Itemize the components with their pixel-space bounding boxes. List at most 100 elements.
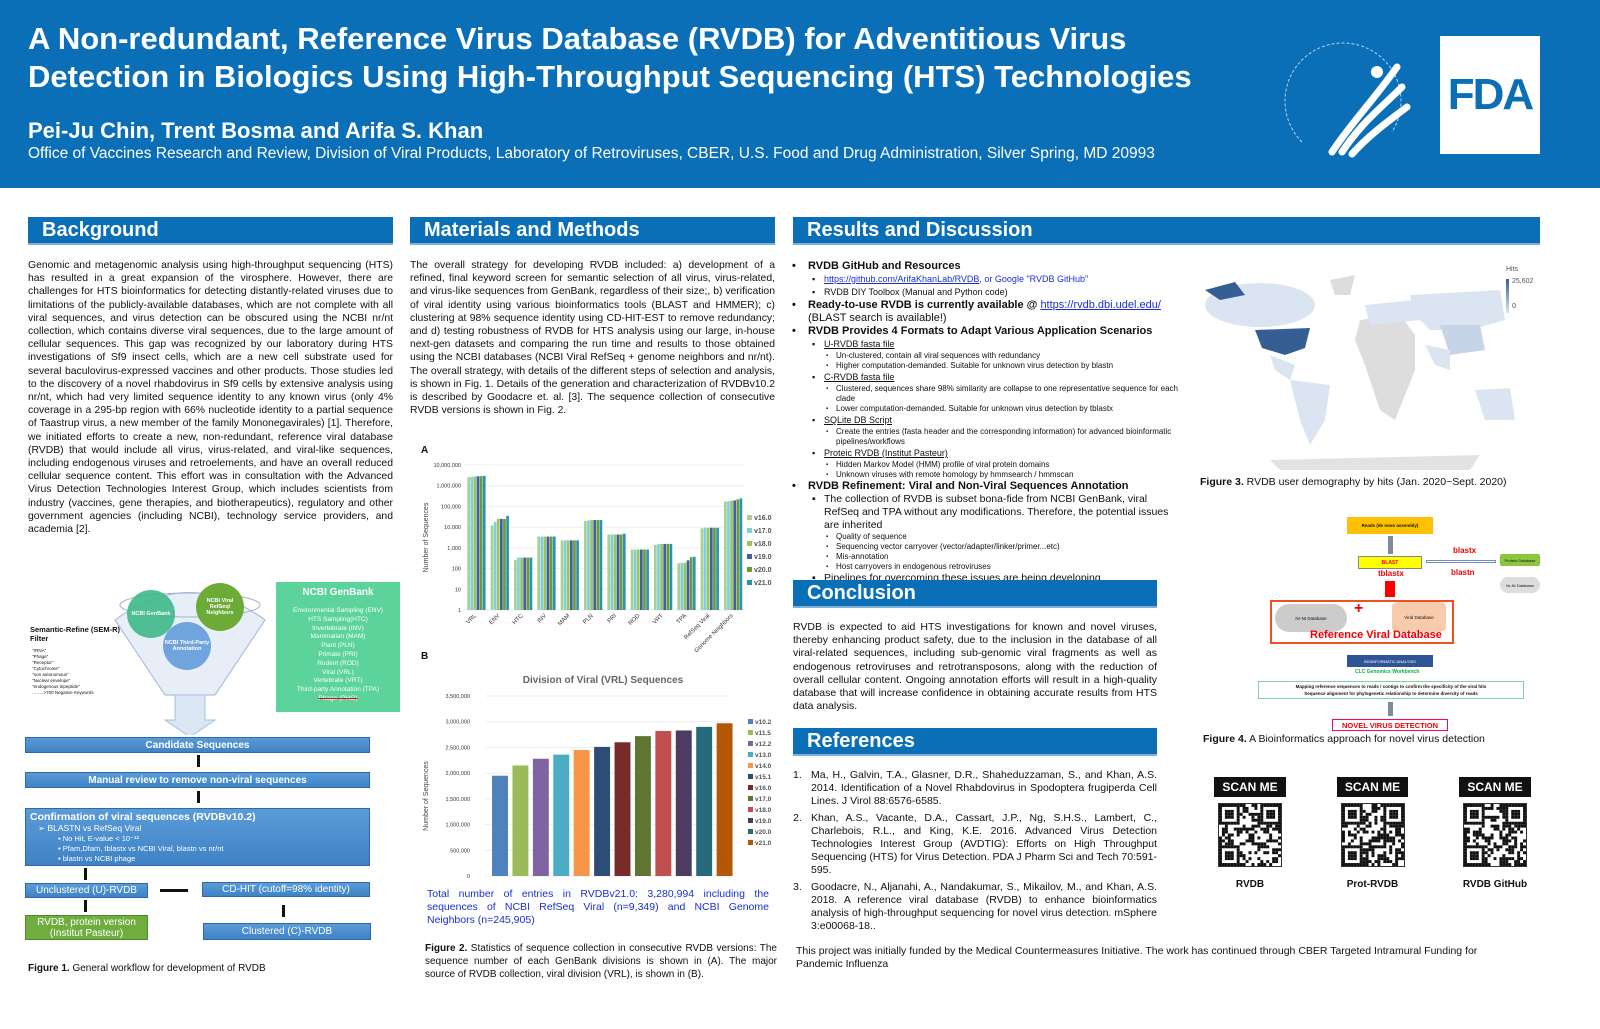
qr-module [1523,806,1526,810]
qr-module [1496,806,1500,810]
legend-swatch [747,580,752,585]
qr-module [1221,821,1225,825]
rvdb-link[interactable]: https://rvdb.dbi.udel.edu/ [1040,299,1161,311]
qr-module [1359,818,1363,822]
bar [537,536,541,610]
qr-module [1511,848,1515,852]
qr-code-block[interactable]: SCAN ME RVDB [1205,777,1295,890]
qr-module [1233,804,1237,807]
qr-module [1493,815,1497,819]
qr-module [1362,830,1366,834]
map-legend-gradient [1506,279,1509,313]
qr-module [1523,821,1526,825]
qr-module [1493,845,1497,849]
qr-module [1272,848,1276,852]
qr-module [1394,809,1398,813]
qr-module [1505,839,1509,843]
qr-module [1245,860,1249,864]
qr-module [1385,860,1389,864]
qr-module [1227,833,1231,837]
qr-code-icon[interactable] [1218,803,1282,867]
qr-module [1368,860,1372,864]
qr-module [1278,836,1281,840]
qr-module [1219,812,1222,816]
results-item-formats: RVDB Provides 4 Formats to Adapt Various… [790,325,1185,338]
bar [669,543,673,610]
qr-module [1376,860,1380,864]
qr-module [1487,815,1491,819]
qr-code-icon[interactable] [1463,803,1527,867]
negative-keywords: "rRNA" "Phage" "Receptor" "Cytochrome" "non … [32,648,94,696]
qr-module [1347,842,1351,846]
qr-module [1481,818,1485,822]
qr-module [1230,863,1234,866]
qr-module [1464,818,1467,822]
bar [610,534,614,610]
qr-module [1347,857,1351,861]
qr-module [1341,839,1345,843]
bar [479,476,483,610]
caption-label: Figure 2. [425,943,468,954]
legend-label: v16.0 [754,515,772,522]
qr-module [1523,845,1526,849]
qr-module [1224,836,1228,840]
qr-module [1242,809,1246,813]
qr-module [1230,851,1234,855]
qr-module [1350,839,1354,843]
y-tick-label: 10,000,000 [433,463,461,469]
qr-module [1505,863,1509,866]
qr-module [1257,824,1261,828]
qr-module [1464,833,1467,837]
bar [660,543,663,610]
qr-module [1362,848,1366,852]
genbank-division: Invertebrate (INV) [312,624,364,632]
qr-module [1266,845,1270,849]
qr-module [1347,809,1351,813]
y-tick-label: 1,500,000 [446,797,470,803]
keyword: "Phage" [32,654,49,659]
qr-module [1490,806,1494,810]
qr-module [1400,804,1404,807]
qr-module [1397,833,1401,837]
bar [543,536,547,610]
legend-swatch [747,567,752,572]
qr-code-block[interactable]: SCAN ME Prot-RVDB [1328,777,1418,890]
qr-module [1400,842,1404,846]
qr-code-icon[interactable] [1340,803,1405,867]
red-arrow-icon [1385,581,1395,597]
qr-module [1376,845,1380,849]
qr-module [1272,827,1276,831]
x-tick-label: MAM [557,613,571,627]
qr-module [1359,812,1363,816]
qr-module [1341,836,1345,840]
qr-module [1219,804,1222,807]
qr-module [1472,830,1476,834]
qr-module [1278,842,1281,846]
qr-module [1388,804,1392,807]
bar [675,730,692,876]
qr-module [1481,806,1485,810]
qr-module [1219,842,1222,846]
conclusion-text: RVDB is expected to aid HTS investigatio… [793,621,1157,713]
qr-module [1371,845,1374,849]
github-link[interactable]: https://github.com/ArifaKhanLab/RVDB [824,274,980,284]
qr-module [1263,845,1267,849]
figure-2-caption: Figure 2. Statistics of sequence collect… [425,942,777,981]
qr-module [1505,806,1509,810]
qr-module [1371,809,1374,813]
qr-module [1475,821,1479,825]
total-entries-note: Total number of entries in RVDBv21.0: 3,… [427,888,769,927]
funding-note: This project was initially funded by the… [796,945,1478,970]
figure-1: NCBI GenBank NCBI Viral RefSeq/ Neighbor… [20,560,400,980]
qr-module [1266,821,1270,825]
qr-module [1257,818,1261,822]
genbank-title: NCBI GenBank [302,587,374,598]
bar [596,520,600,610]
qr-module [1359,857,1363,861]
qr-module [1472,804,1476,807]
tblastx-label: tblastx [1378,569,1404,578]
viral-database: Viral Database [1392,602,1446,632]
qr-code-block[interactable]: SCAN ME RVDB GitHub [1450,777,1540,890]
qr-module [1347,821,1351,825]
qr-module [1382,836,1386,840]
